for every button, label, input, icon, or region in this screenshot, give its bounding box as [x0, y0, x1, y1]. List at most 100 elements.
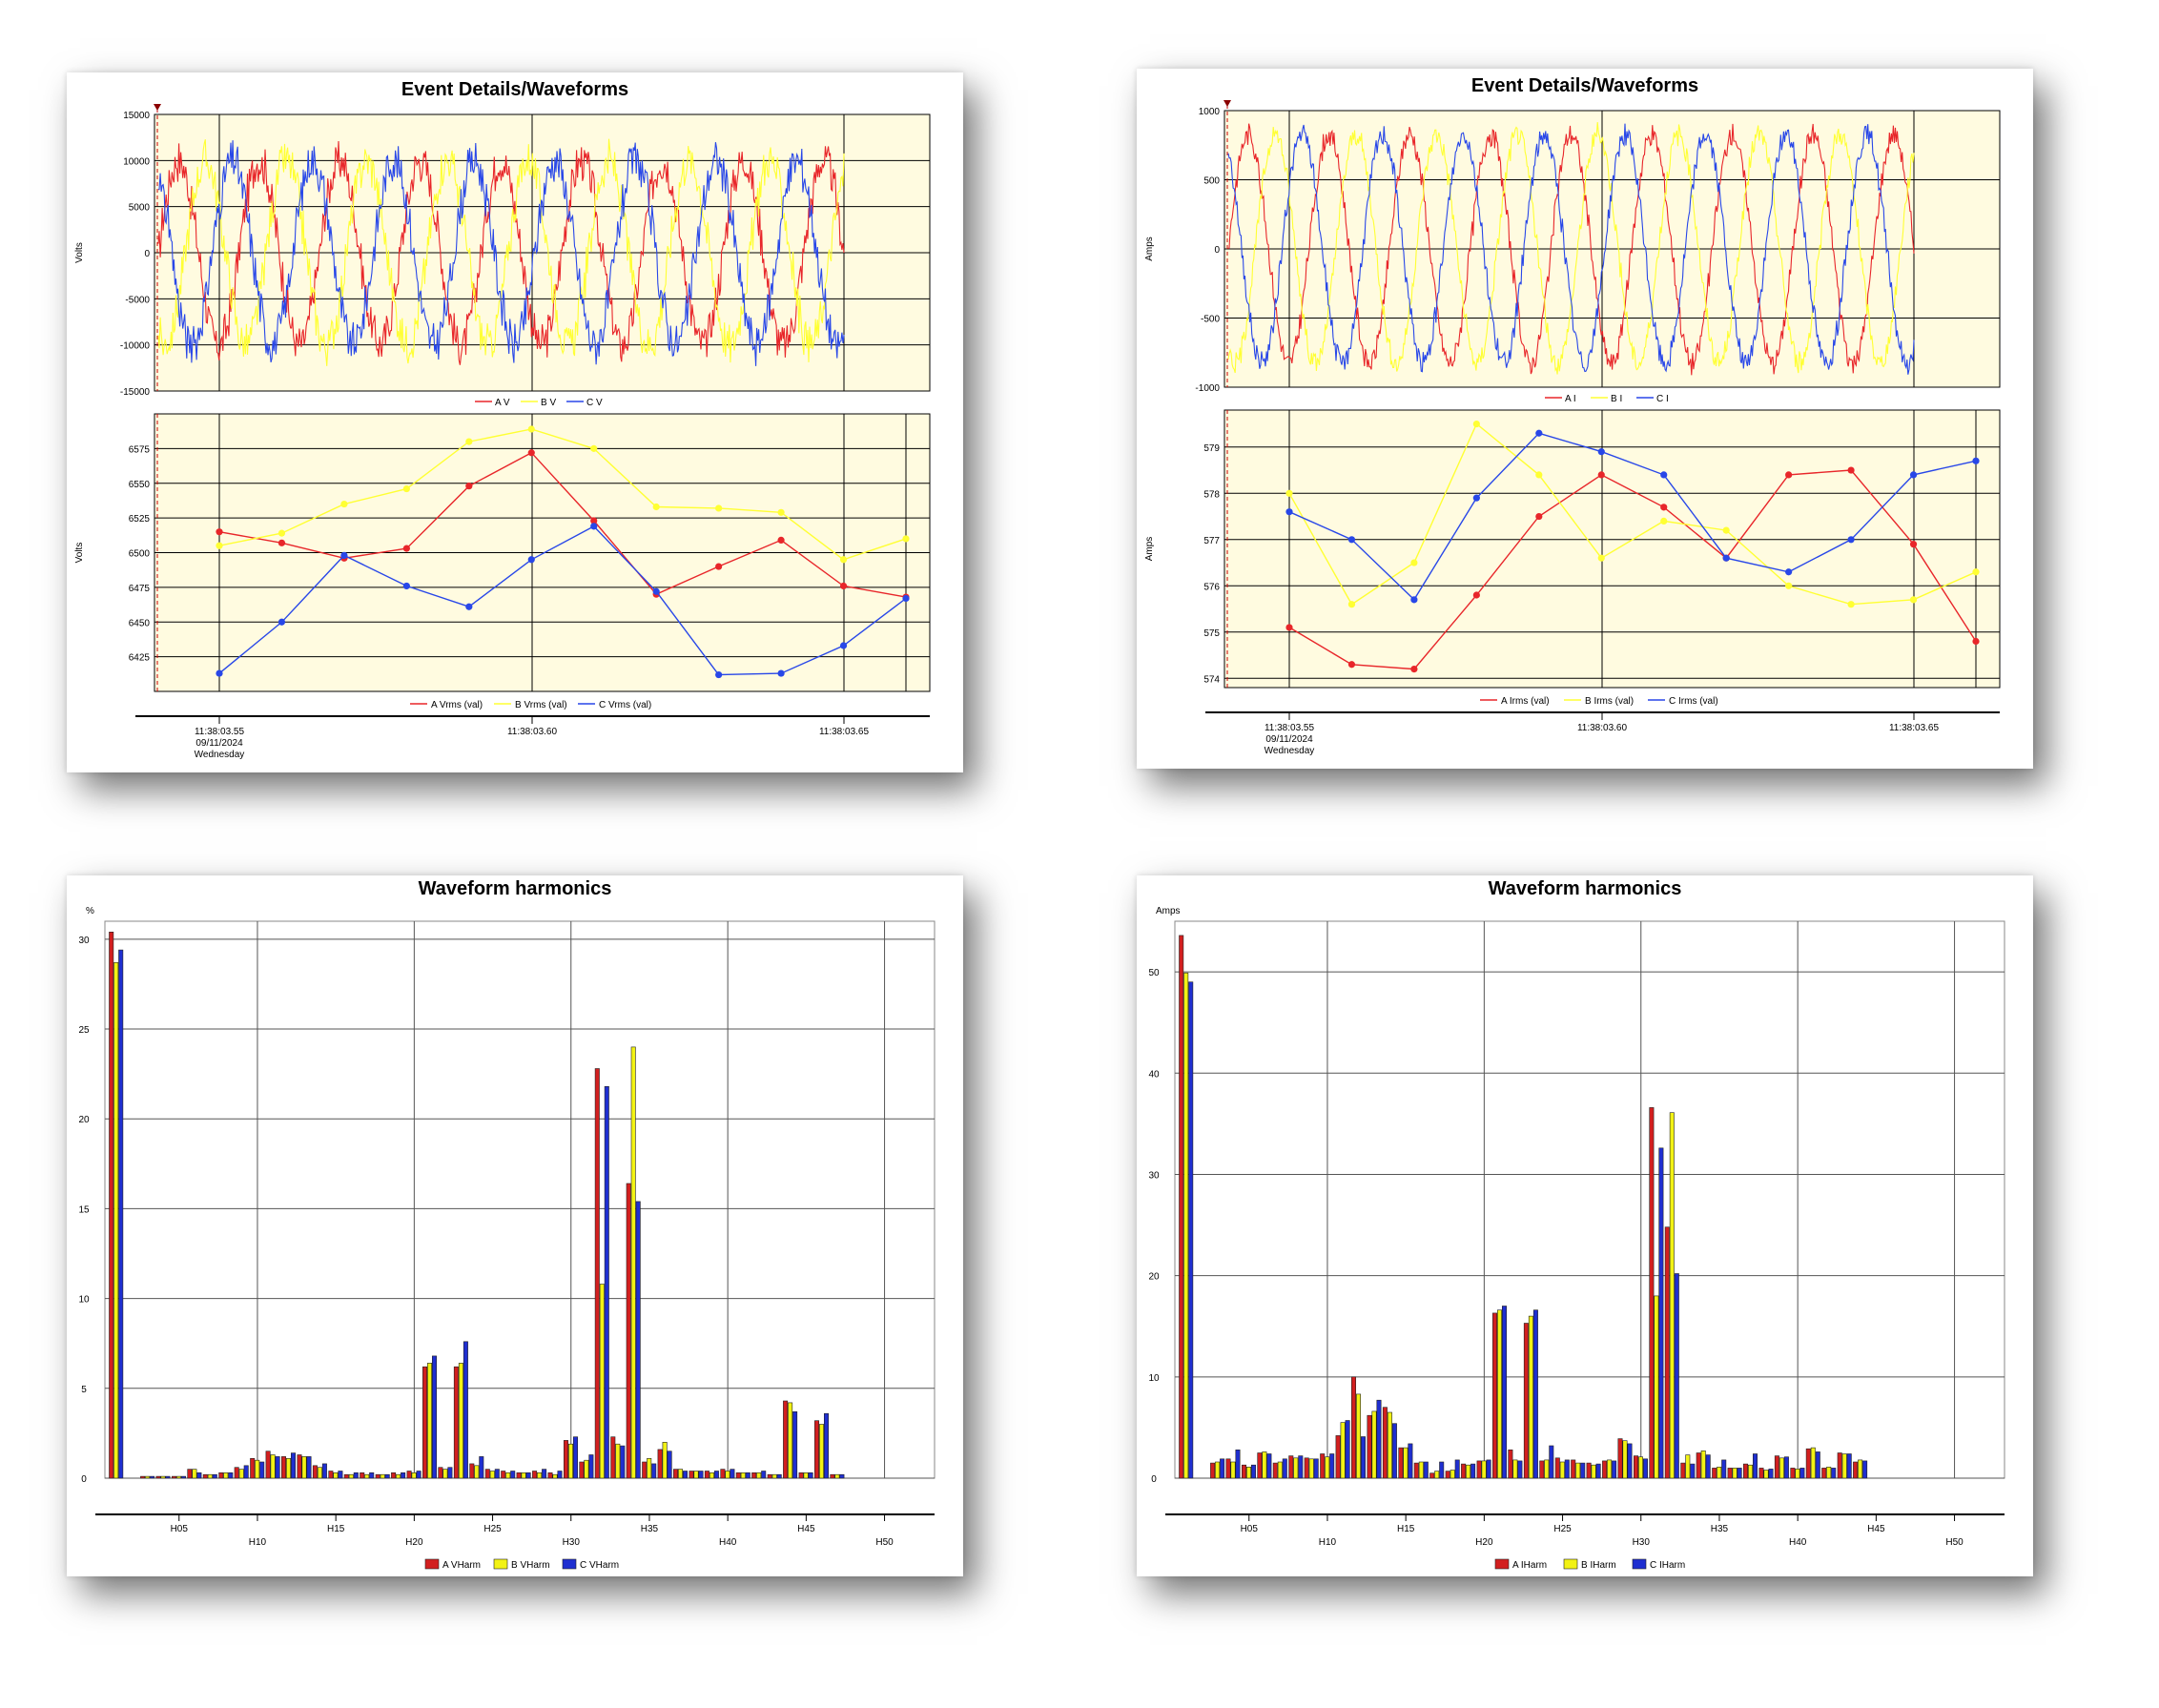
harmonic-bar-a	[1382, 1407, 1388, 1479]
rms-point	[1285, 508, 1293, 516]
rms-y-tick-label: 6450	[129, 618, 151, 628]
harmonic-bar-b	[740, 1471, 746, 1479]
rms-point	[1535, 512, 1543, 521]
harmonic-bar-c	[572, 1436, 578, 1479]
harmonics-legend-swatch	[1632, 1558, 1647, 1570]
harmonics-legend-swatch	[424, 1558, 440, 1570]
harmonics-y-tick-label: 0	[1151, 1474, 1157, 1485]
rms-series-b	[218, 428, 907, 561]
harmonics-x-tick-label: H15	[1397, 1524, 1415, 1534]
harmonic-bar-c	[792, 1410, 798, 1479]
harmonic-bar-b	[1293, 1457, 1299, 1479]
rms-series-b	[1288, 422, 1977, 606]
rms-point	[1909, 596, 1918, 604]
harmonic-bar-a	[751, 1471, 757, 1479]
harmonic-bar-a	[1491, 1312, 1497, 1479]
rms-point	[1472, 494, 1480, 502]
harmonic-bar-b	[1481, 1460, 1487, 1479]
waveform-y-tick-label: 10000	[123, 156, 150, 167]
harmonics-x-tick-label: H30	[1633, 1537, 1651, 1548]
harmonic-bar-a	[1225, 1458, 1231, 1479]
rms-y-tick-label: 575	[1203, 628, 1220, 639]
harmonic-bar-b	[1528, 1315, 1533, 1479]
harmonic-bar-a	[1288, 1455, 1294, 1479]
harmonic-bar-b	[1183, 972, 1189, 1479]
current-harmonics-card: Waveform harmonics Amps 50 40 30 20 10 0 H05 H15 H…	[1137, 875, 2033, 1576]
harmonic-bar-a	[1571, 1459, 1576, 1479]
harmonic-bar-a	[1304, 1457, 1309, 1479]
harmonic-bar-b	[1559, 1461, 1565, 1479]
harmonic-bar-b	[1622, 1440, 1628, 1479]
harmonic-bar-a	[1853, 1461, 1859, 1479]
harmonic-bar-a	[1210, 1462, 1216, 1479]
rms-point	[777, 536, 785, 545]
harmonic-bar-c	[635, 1201, 641, 1479]
rms-point	[465, 483, 473, 490]
harmonic-bar-a	[642, 1461, 648, 1479]
harmonic-bar-a	[406, 1471, 412, 1479]
harmonic-bar-c	[447, 1467, 453, 1479]
harmonic-bar-c	[228, 1471, 234, 1479]
time-axis-label: 11:38:03.60	[507, 727, 558, 737]
harmonic-bar-a	[172, 1475, 177, 1479]
harmonic-bar-b	[1591, 1464, 1596, 1479]
harmonic-bar-c	[1612, 1460, 1617, 1479]
waveform-y-tick-label: -500	[1201, 315, 1220, 325]
harmonic-bar-b	[567, 1443, 573, 1479]
waveform-y-tick-label: 1000	[1199, 107, 1221, 117]
harmonic-bar-a	[1837, 1452, 1842, 1479]
harmonics-y-axis-label: %	[86, 906, 94, 916]
waveform-y-tick-label: -10000	[120, 341, 151, 352]
harmonic-bar-a	[469, 1463, 475, 1479]
harmonic-bar-c	[259, 1461, 265, 1479]
chart-title: Waveform harmonics	[419, 878, 612, 899]
harmonic-bar-b	[442, 1469, 448, 1479]
rms-point	[1347, 536, 1356, 544]
rms-series-c	[218, 525, 907, 676]
rms-point	[278, 539, 286, 546]
harmonic-bar-b	[223, 1471, 229, 1479]
harmonic-bar-b	[396, 1473, 401, 1479]
time-axis-label: 09/11/2024	[195, 738, 243, 749]
rms-series-c	[1288, 432, 1977, 601]
event-marker-icon	[154, 104, 161, 111]
harmonic-bar-c	[651, 1463, 657, 1479]
waveform-legend-label: C V	[586, 398, 603, 408]
harmonic-bar-a	[1179, 935, 1184, 1479]
rms-point	[590, 523, 598, 530]
harmonic-bar-b	[1544, 1459, 1550, 1479]
rms-point	[1347, 661, 1356, 669]
waveform-y-tick-label: -15000	[120, 387, 151, 398]
harmonic-bar-c	[275, 1456, 280, 1479]
harmonic-bar-b	[1277, 1461, 1283, 1479]
rms-point	[1535, 471, 1543, 479]
time-axis-label: 11:38:03.55	[1265, 723, 1315, 733]
rms-y-tick-label: 578	[1203, 489, 1220, 500]
harmonic-bar-a	[704, 1471, 709, 1479]
harmonic-bar-a	[626, 1183, 631, 1479]
harmonic-bar-a	[438, 1467, 443, 1479]
harmonics-y-tick-label: 0	[81, 1474, 87, 1485]
harmonic-bar-a	[720, 1469, 726, 1479]
harmonic-bar-b	[693, 1471, 699, 1479]
harmonic-bar-a	[281, 1456, 287, 1479]
harmonic-bar-b	[270, 1454, 276, 1479]
rms-legend-label: B Irms (val)	[1585, 696, 1634, 707]
event-marker-icon	[1223, 100, 1231, 107]
harmonic-bar-c	[1329, 1453, 1335, 1479]
rms-point	[1909, 541, 1918, 548]
rms-point	[777, 669, 785, 677]
harmonic-bar-a	[563, 1440, 568, 1479]
harmonics-x-tick-label: H35	[1711, 1524, 1729, 1534]
rms-point	[1972, 568, 1980, 576]
harmonic-bar-c	[510, 1471, 516, 1479]
harmonic-bar-c	[338, 1471, 343, 1479]
rms-point	[1785, 582, 1793, 589]
harmonic-bar-b	[364, 1473, 370, 1479]
harmonic-bar-b	[1308, 1458, 1314, 1479]
harmonics-y-tick-label: 40	[1148, 1069, 1160, 1080]
rms-point	[340, 551, 348, 560]
harmonic-bar-a	[453, 1366, 459, 1479]
harmonic-bar-a	[579, 1461, 585, 1479]
harmonic-bar-b	[505, 1471, 511, 1479]
